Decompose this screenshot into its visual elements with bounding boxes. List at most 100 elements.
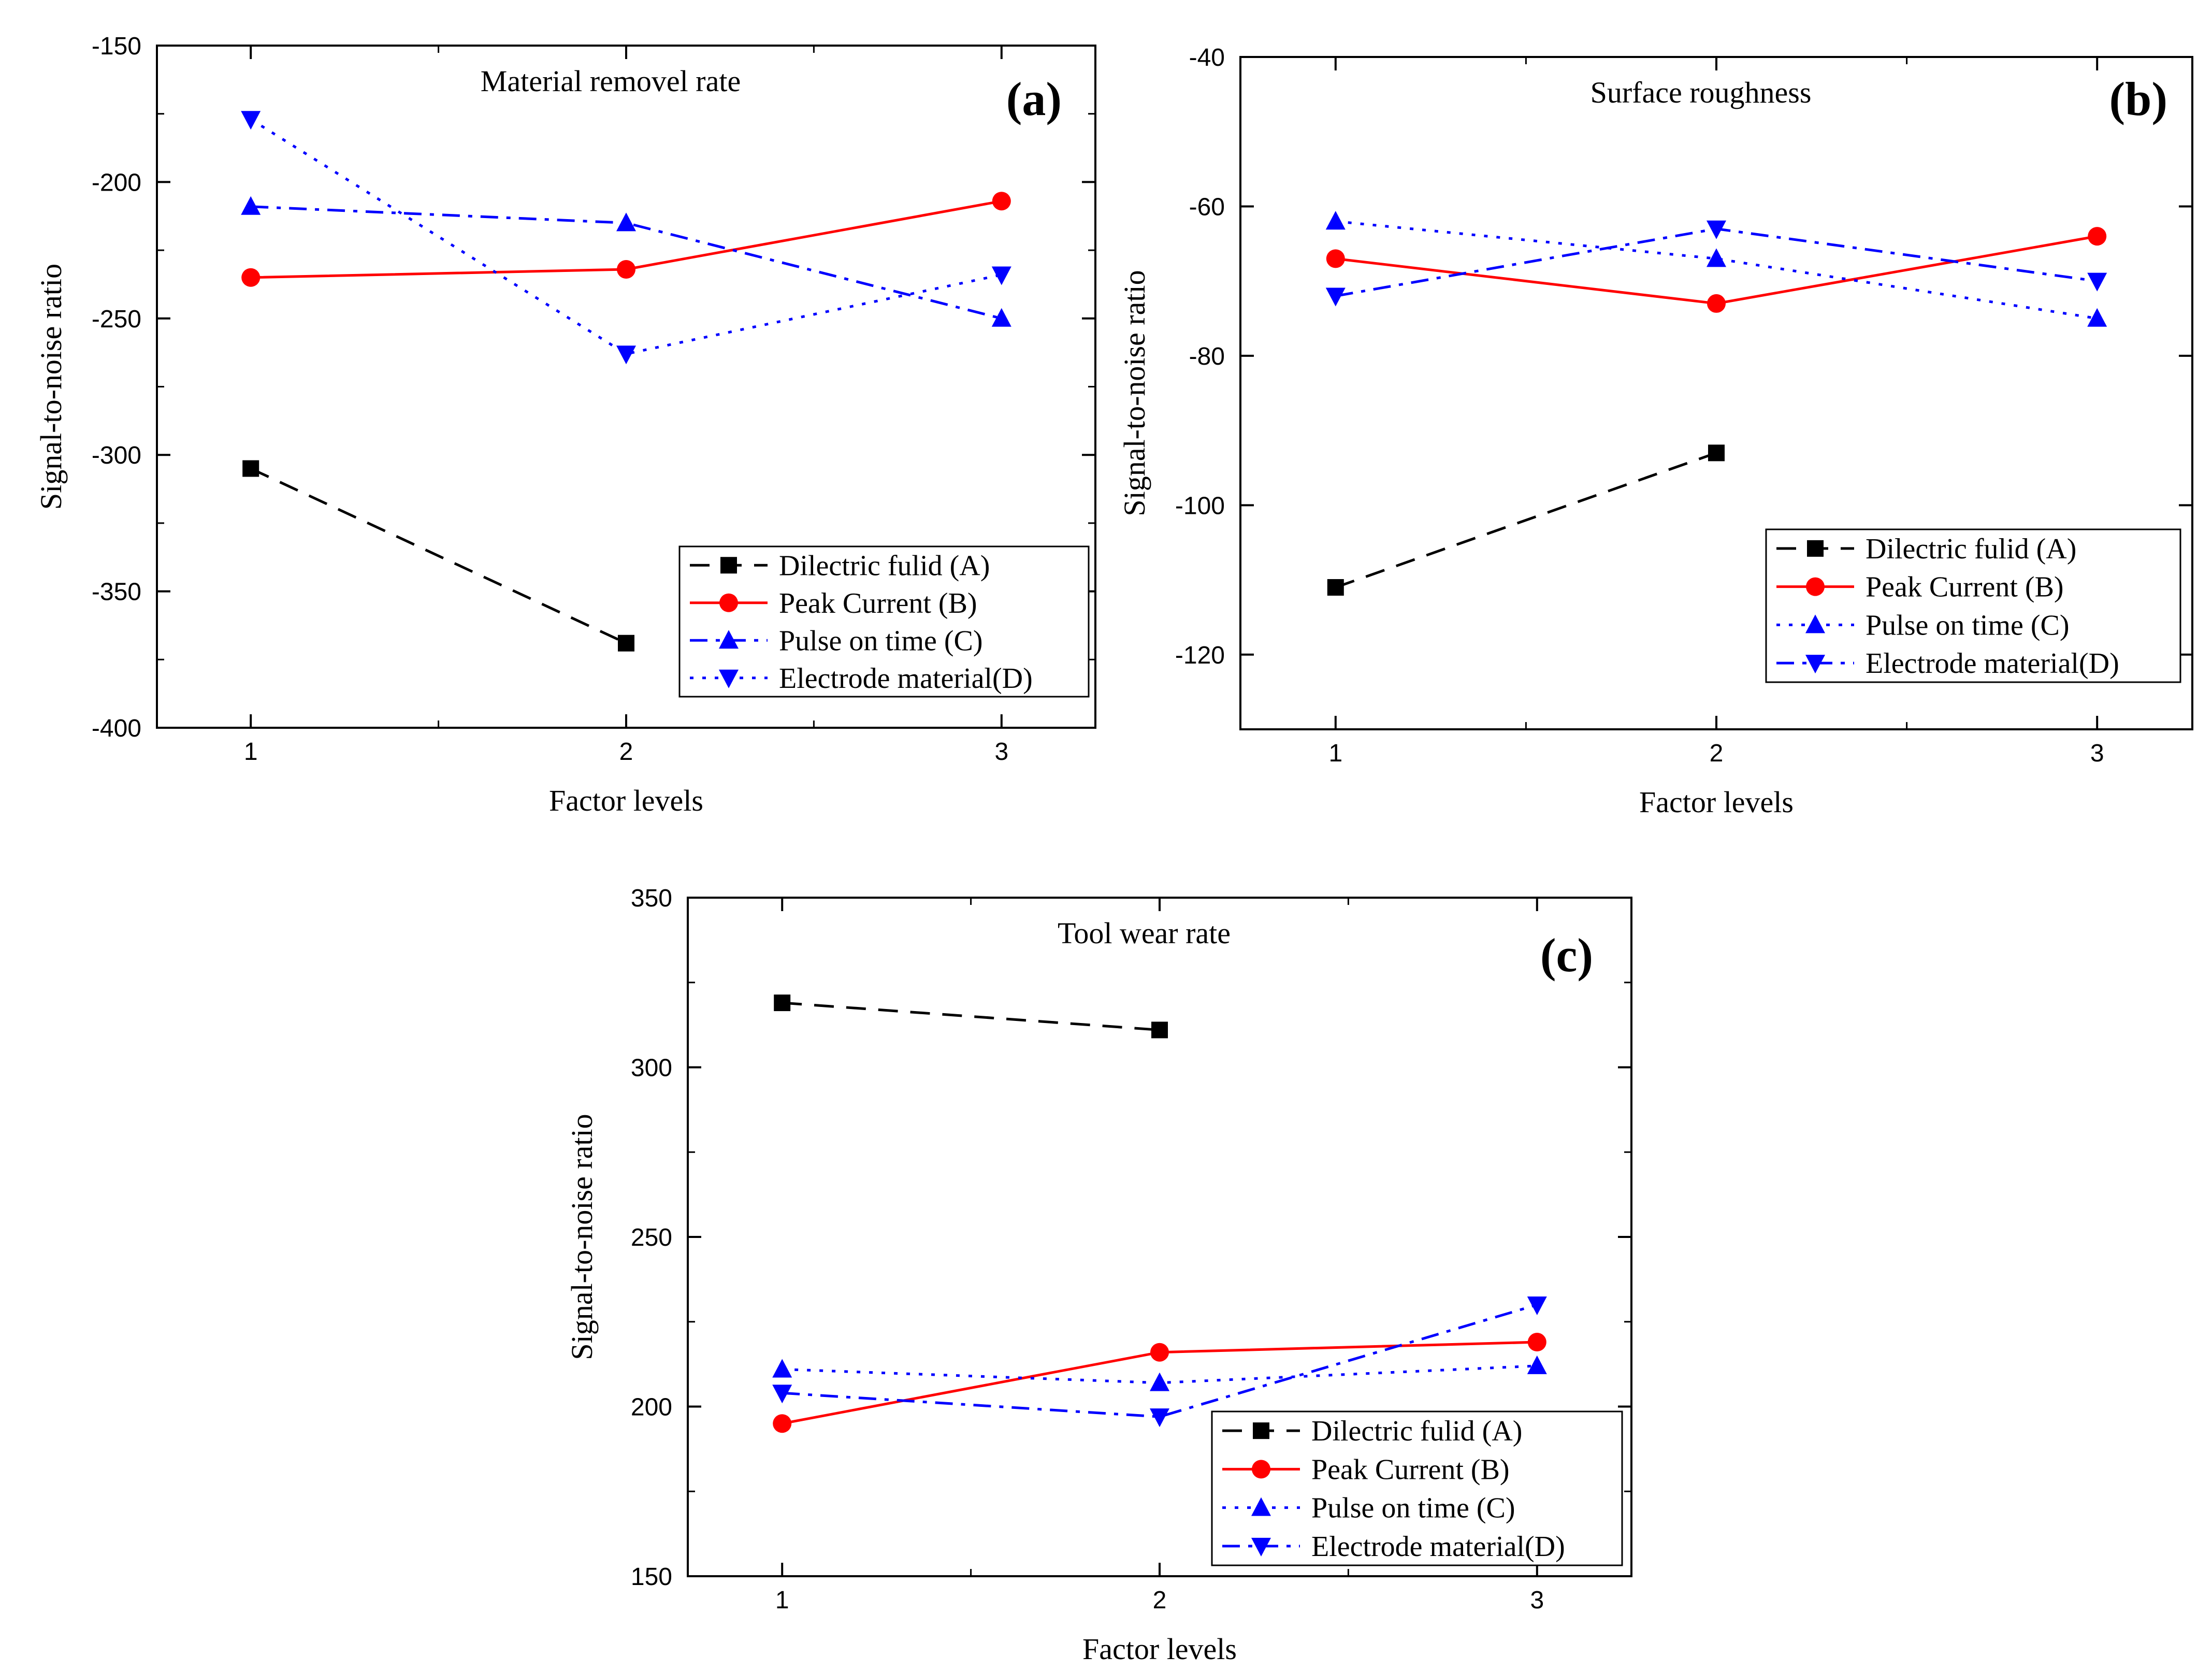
series-2 (1326, 227, 2107, 313)
data-point (2087, 272, 2107, 292)
series-line (250, 118, 1002, 355)
data-point (241, 111, 261, 130)
x-axis-label: Factor levels (1082, 1632, 1237, 1666)
data-point (1327, 579, 1344, 596)
data-point (1707, 220, 1726, 239)
legend-entry-label: Pulse on time (C) (779, 625, 983, 657)
data-point (1150, 1372, 1169, 1391)
data-point (1325, 211, 1346, 230)
chart-panel-2: 1 2 3 -40 -60 -80 -100 -120 Factor levels Signal-… (1118, 44, 2193, 819)
series-line (250, 467, 627, 644)
legend-entry-label: Peak Current (B) (779, 587, 977, 620)
y-tick-label: 200 (631, 1394, 672, 1421)
legend: Dilectric fulid (A) Peak Current (B) Pulse… (1765, 528, 2181, 683)
y-tick-label: -100 (1175, 492, 1225, 520)
y-tick-label: -80 (1189, 343, 1225, 370)
chart-panel-3: 1 2 3 350 300 250 200 150 Factor levels Signal-to… (565, 885, 1632, 1666)
x-tick-label: 2 (619, 738, 633, 766)
legend-swatch-marker (1251, 1537, 1271, 1557)
legend-swatch-marker (1805, 614, 1825, 633)
series-1 (774, 995, 1168, 1039)
legend-entry-label: Dilectric fulid (A) (1311, 1415, 1522, 1447)
chart-title: Material removel rate (481, 64, 741, 98)
legend-swatch-marker (1807, 540, 1824, 557)
series-3 (772, 1355, 1547, 1391)
series-line (782, 1001, 1160, 1031)
legend-swatch-marker (1251, 1497, 1271, 1516)
series-1 (242, 460, 634, 652)
legend-entry-label: Peak Current (B) (1866, 571, 2064, 603)
data-point (772, 1359, 792, 1378)
y-tick-label: -150 (92, 33, 141, 60)
legend-box (1211, 1410, 1623, 1566)
legend-swatch-marker (1806, 577, 1825, 596)
y-tick-label: -400 (92, 715, 141, 742)
y-tick-label: 350 (631, 885, 672, 912)
x-tick-label: 1 (1328, 740, 1342, 767)
legend-entry-label: Dilectric fulid (A) (779, 550, 990, 582)
y-tick-label: 300 (631, 1055, 672, 1082)
data-point (774, 995, 791, 1012)
y-tick-label: 150 (631, 1563, 672, 1591)
x-tick-label: 2 (1710, 740, 1724, 767)
series-line (782, 1364, 1537, 1385)
y-tick-label: -40 (1189, 44, 1225, 71)
data-point (2088, 227, 2107, 246)
x-tick-label: 3 (1530, 1587, 1544, 1614)
legend-swatch-marker (719, 630, 739, 649)
legend-swatch-marker (720, 557, 737, 574)
data-point (772, 1385, 792, 1404)
data-point (1150, 1408, 1169, 1428)
x-tick-label: 2 (1153, 1587, 1167, 1614)
legend-swatch-marker (1805, 655, 1825, 674)
legend-entry-label: Electrode material(D) (1311, 1531, 1565, 1563)
series-3 (241, 196, 1011, 327)
series-line (1335, 452, 1717, 589)
x-axis-label: Factor levels (549, 784, 703, 817)
y-tick-label: -250 (92, 306, 141, 333)
panel-label: (b) (2109, 73, 2167, 125)
y-tick-label: -200 (92, 169, 141, 196)
data-point (2087, 308, 2107, 327)
chart-title: Surface roughness (1591, 76, 1812, 109)
legend-swatch-marker (719, 593, 738, 612)
chart-panel-1: 1 2 3 -150 -200 -250 -300 -350 -400 Factor levels… (34, 33, 1096, 817)
series-3 (1325, 211, 2107, 327)
legend-box (678, 545, 1090, 698)
series-2 (241, 192, 1011, 287)
data-point (242, 460, 259, 477)
legend-swatch-marker (1253, 1422, 1269, 1439)
data-point (1707, 248, 1726, 267)
series-line (251, 205, 1002, 320)
data-point (1527, 1297, 1547, 1315)
x-tick-label: 3 (2090, 740, 2104, 767)
legend-entry-label: Peak Current (B) (1311, 1453, 1510, 1486)
chart-title: Tool wear rate (1058, 916, 1231, 950)
legend-box (1765, 528, 2181, 683)
data-point (616, 345, 636, 365)
data-point (991, 308, 1011, 327)
data-point (1527, 1333, 1546, 1352)
y-axis-label: Signal-to-noise ratio (34, 264, 68, 510)
data-point (616, 212, 636, 232)
series-4 (241, 111, 1011, 365)
legend-swatch-marker (719, 669, 739, 688)
series-4 (1325, 220, 2107, 307)
data-point (241, 268, 261, 287)
x-tick-label: 3 (994, 738, 1008, 766)
data-point (1150, 1343, 1169, 1362)
data-point (1151, 1021, 1168, 1039)
data-point (1325, 287, 1346, 307)
data-point (241, 196, 261, 215)
data-point (773, 1414, 792, 1433)
data-point (617, 260, 635, 279)
y-tick-label: 250 (631, 1224, 672, 1251)
legend-entry-label: Pulse on time (C) (1866, 609, 2070, 641)
data-point (1708, 444, 1725, 462)
y-axis-label: Signal-to-noise ratio (1118, 270, 1151, 516)
x-tick-label: 1 (775, 1587, 789, 1614)
legend-swatch-marker (1252, 1460, 1270, 1479)
y-axis-label: Signal-to-noise ratio (565, 1114, 599, 1360)
legend-entry-label: Electrode material(D) (779, 662, 1033, 695)
